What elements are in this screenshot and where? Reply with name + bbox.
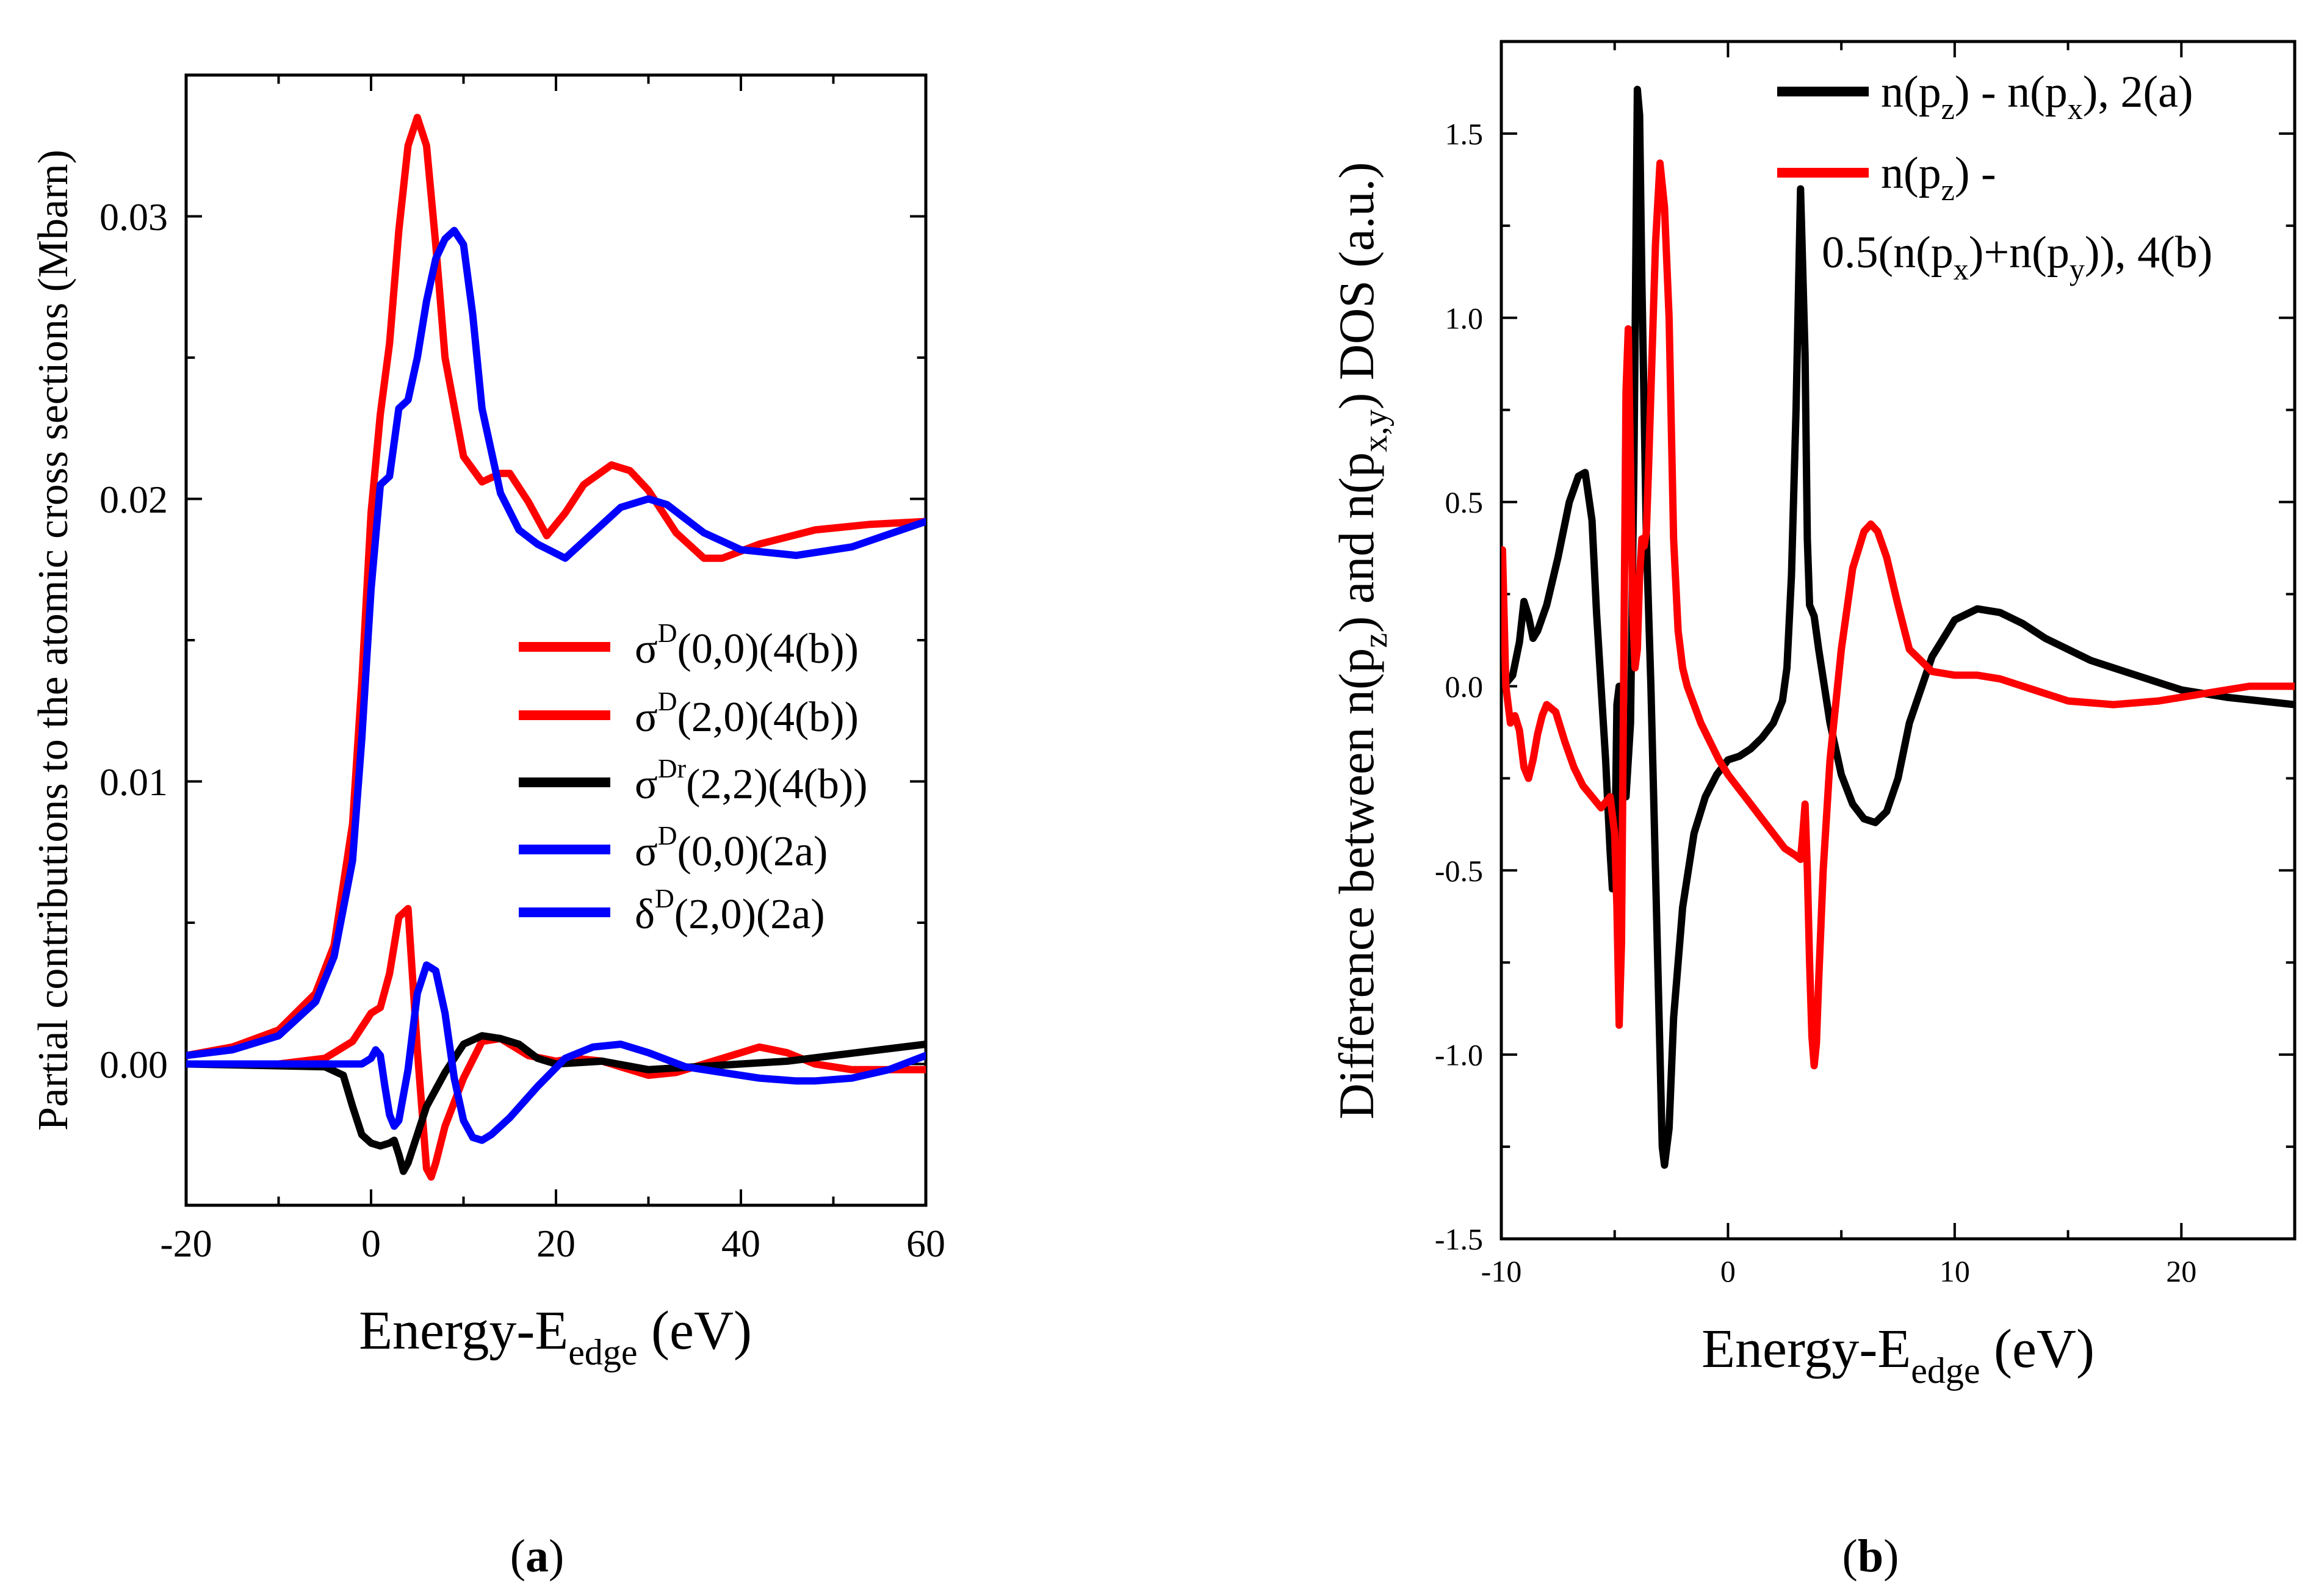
- panel-b-ticks: -10 0 10 20 -1.5 -1.0 -0.5 0.0 0.5 1.0 1.5: [1435, 41, 2295, 1288]
- caption-b: (b): [1842, 1531, 1899, 1582]
- a-ytick-label: 0.03: [99, 195, 168, 239]
- a-xtick-label: 40: [721, 1222, 760, 1265]
- legend-label-a-series-1: σD(0,0)(4(b)): [635, 618, 859, 673]
- a-ytick-label: 0.01: [99, 760, 168, 804]
- legend-label-a-series-3: σDr(2,2)(4(b)): [635, 754, 868, 808]
- panel-b-xaxis-label: Energy-Eedge (eV): [1702, 1319, 2095, 1391]
- panel-b-legend: n(pz) - n(px), 2(a) n(pz) - 0.5(n(px)+n(…: [1777, 67, 2212, 286]
- panel-a-series: [186, 114, 926, 1181]
- panel-a-legend: σD(0,0)(4(b)) σD(2,0)(4(b)) σDr(2,2)(4(b))…: [519, 618, 868, 938]
- b-xtick-label: 10: [1940, 1254, 1970, 1288]
- panel-b-chart: -10 0 10 20 -1.5 -1.0 -0.5 0.0 0.5 1.0 1.5 Energy-…: [1329, 40, 2297, 1391]
- legend-label-a-series-4: σD(0,0)(2a): [635, 821, 828, 875]
- b-ytick-label: 1.0: [1445, 301, 1484, 335]
- a-series-line-5: [186, 961, 926, 1144]
- legend-label-a-series-5: δD(2,0)(2a): [635, 884, 825, 938]
- a-xtick-label: 60: [906, 1222, 945, 1265]
- panel-a-xaxis-label: Energy-Eedge (eV): [359, 1300, 752, 1372]
- a-ytick-label: 0.02: [99, 478, 168, 521]
- panel-b-series: [1501, 85, 2295, 1169]
- b-ytick-label: 0.0: [1445, 669, 1484, 704]
- panel-a-chart: -20 0 20 40 60 0.00 0.01 0.02 0.03 Energy-Eedge …: [30, 73, 945, 1372]
- a-series-line-4: [186, 226, 926, 1059]
- legend-label-b-series-1: n(pz) - n(px), 2(a): [1881, 67, 2193, 126]
- b-ytick-label: -0.5: [1435, 854, 1483, 888]
- b-series-line-2: [1501, 159, 2295, 1070]
- a-xtick-label: 20: [536, 1222, 576, 1265]
- b-ytick-label: 1.5: [1445, 117, 1484, 151]
- b-ytick-label: -1.5: [1435, 1222, 1483, 1257]
- b-series-line-1: [1501, 85, 2295, 1169]
- legend-label-a-series-2: σD(2,0)(4(b)): [635, 687, 859, 741]
- a-xtick-label: 0: [361, 1222, 381, 1265]
- a-series-line-3: [186, 1032, 926, 1175]
- b-ytick-label: -1.0: [1435, 1038, 1483, 1072]
- a-ytick-label: 0.00: [99, 1043, 168, 1086]
- b-xtick-label: 0: [1720, 1254, 1736, 1288]
- a-series-line-2: [186, 904, 926, 1181]
- b-xtick-label: -10: [1481, 1254, 1522, 1288]
- b-xtick-label: 20: [2166, 1254, 2196, 1288]
- caption-a: (a): [510, 1531, 565, 1582]
- panel-a-yaxis-label: Partial contributions to the atomic cros…: [30, 150, 77, 1131]
- legend-label-b-series-2-line2: 0.5(n(px)+n(py)), 4(b): [1822, 228, 2212, 286]
- panel-a-ticks: -20 0 20 40 60 0.00 0.01 0.02 0.03: [99, 75, 945, 1265]
- panel-b-yaxis-label: Difference between n(pz) and n(px,y) DOS…: [1329, 162, 1395, 1120]
- b-ytick-label: 0.5: [1445, 485, 1484, 519]
- a-xtick-label: -20: [160, 1222, 212, 1265]
- legend-label-b-series-2-line1: n(pz) -: [1881, 148, 1996, 207]
